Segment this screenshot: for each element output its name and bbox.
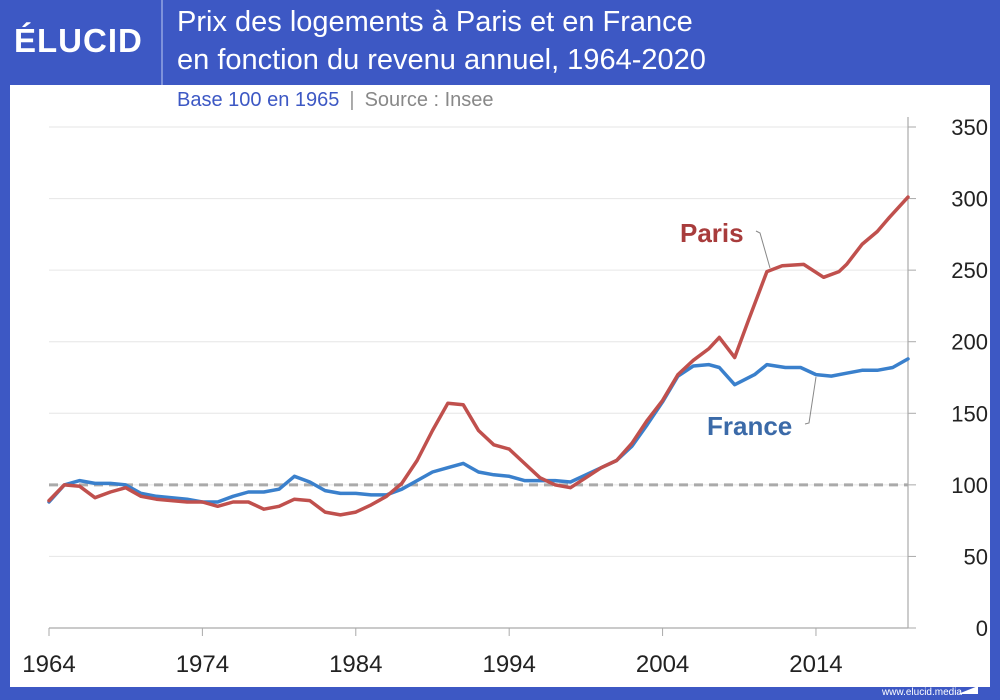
y-tick-label: 250 bbox=[951, 258, 988, 283]
y-tick-label: 300 bbox=[951, 187, 988, 212]
x-tick-label: 2014 bbox=[789, 651, 842, 678]
series-line-france bbox=[47, 357, 910, 504]
subtitle-source: Source : Insee bbox=[364, 89, 494, 111]
series-label-france: France bbox=[707, 411, 792, 441]
title-line-1: Prix des logements à Paris et en France bbox=[177, 6, 693, 38]
y-tick-label: 0 bbox=[976, 616, 988, 641]
elucid-footer-mark-icon bbox=[958, 686, 978, 694]
elucid-logo: ÉLUCID bbox=[14, 22, 143, 59]
y-tick-label: 200 bbox=[951, 330, 988, 355]
subtitle-separator: | bbox=[349, 89, 355, 111]
x-tick-label: 1964 bbox=[22, 651, 75, 678]
header-divider bbox=[161, 0, 163, 85]
y-tick-label: 100 bbox=[951, 473, 988, 498]
y-tick-label: 350 bbox=[951, 115, 988, 140]
series-label-paris: Paris bbox=[680, 218, 744, 248]
footer-url: www.elucid.media bbox=[881, 687, 962, 698]
x-tick-label: 1984 bbox=[329, 651, 382, 678]
x-tick-label: 2004 bbox=[636, 651, 689, 678]
subtitle-base: Base 100 en 1965 bbox=[177, 89, 340, 111]
series-line-paris bbox=[47, 195, 910, 517]
title-line-2: en fonction du revenu annuel, 1964-2020 bbox=[177, 44, 706, 76]
chart-panel bbox=[10, 85, 990, 687]
subtitle: Base 100 en 1965 | Source : Insee bbox=[177, 89, 494, 112]
france-leader-line bbox=[804, 376, 817, 425]
x-tick-label: 1994 bbox=[482, 651, 535, 678]
paris-leader-line bbox=[755, 230, 771, 269]
y-tick-label: 50 bbox=[964, 544, 988, 569]
y-tick-label: 150 bbox=[951, 401, 988, 426]
x-tick-label: 1974 bbox=[176, 651, 229, 678]
